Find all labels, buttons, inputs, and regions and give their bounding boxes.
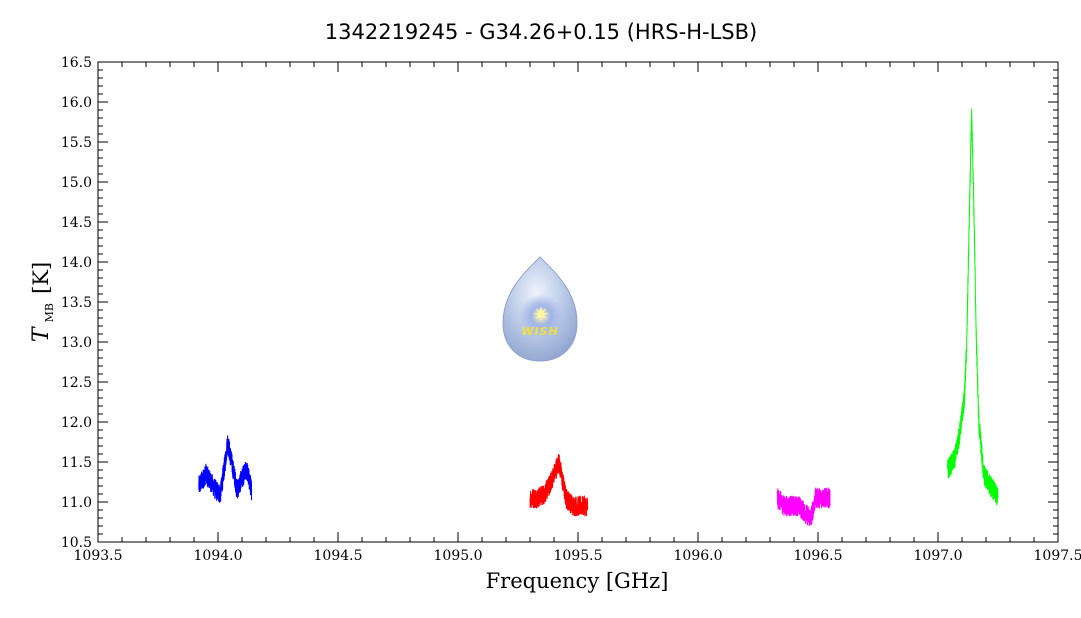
y-tick-label: 16.0 <box>61 95 92 111</box>
y-tick-label: 15.0 <box>61 175 92 191</box>
y-axis-label: T MB [K] <box>29 262 57 342</box>
y-tick-label: 13.5 <box>61 295 92 311</box>
spectrum-series-2 <box>776 487 831 527</box>
y-axis-subscript: MB <box>43 303 56 322</box>
wish-logo-glow <box>519 294 563 338</box>
x-tick-label: 1094.5 <box>314 548 363 564</box>
chart-title: 1342219245 - G34.26+0.15 (HRS-H-LSB) <box>325 20 757 44</box>
wish-logo-star-icon: ✷ <box>533 302 550 326</box>
y-tick-label: 12.5 <box>61 375 92 391</box>
x-tick-label: 1094.0 <box>194 548 243 564</box>
x-tick-label: 1096.0 <box>674 548 723 564</box>
x-tick-label: 1095.0 <box>434 548 483 564</box>
x-tick-label: 1096.5 <box>794 548 843 564</box>
ticks-layer: 1093.5 1094.0 1094.5 1095.0 1095.5 1096.0 1096… <box>61 55 1081 564</box>
y-tick-label: 15.5 <box>61 135 92 151</box>
y-tick-label: 10.5 <box>61 535 92 551</box>
spectrum-series-0 <box>198 435 253 503</box>
y-tick-label: 16.5 <box>61 55 92 71</box>
y-tick-label: 14.5 <box>61 215 92 231</box>
y-tick-label: 11.5 <box>61 455 92 471</box>
y-tick-label: 14.0 <box>61 255 92 271</box>
x-tick-label: 1097.5 <box>1034 548 1081 564</box>
y-tick-label: 11.0 <box>61 495 92 511</box>
y-axis-unit: [K] <box>29 262 53 294</box>
spectrum-series-3 <box>947 108 999 506</box>
y-tick-label: 12.0 <box>61 415 92 431</box>
x-tick-label: 1097.0 <box>914 548 963 564</box>
x-tick-label: 1095.5 <box>554 548 603 564</box>
x-axis-label: Frequency [GHz] <box>486 569 669 593</box>
y-tick-label: 13.0 <box>61 335 92 351</box>
svg-text:T MB [K]: T MB [K] <box>29 262 57 342</box>
wish-logo-text: WISH <box>521 325 558 338</box>
spectrum-series-1 <box>529 453 589 517</box>
wish-logo: ✷ WISH <box>502 256 578 362</box>
x-tick-label: 1093.5 <box>74 548 123 564</box>
series-layer <box>198 108 999 527</box>
y-axis-symbol: T <box>29 325 54 342</box>
